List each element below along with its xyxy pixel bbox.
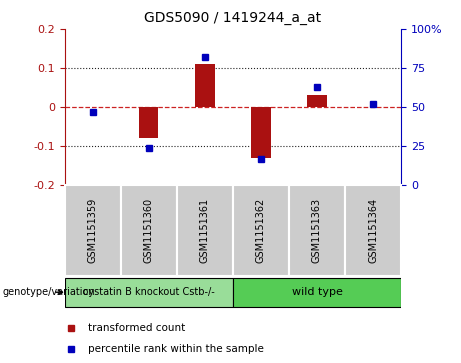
FancyBboxPatch shape [345, 185, 401, 276]
Text: GSM1151361: GSM1151361 [200, 198, 210, 263]
Bar [65, 277, 233, 307]
FancyBboxPatch shape [289, 185, 345, 276]
Bar [195, 64, 214, 107]
FancyBboxPatch shape [121, 185, 177, 276]
Text: wild type: wild type [291, 287, 343, 297]
Text: GSM1151362: GSM1151362 [256, 198, 266, 263]
Text: GSM1151364: GSM1151364 [368, 198, 378, 263]
Text: genotype/variation: genotype/variation [2, 287, 95, 297]
FancyBboxPatch shape [233, 185, 289, 276]
Bar [307, 95, 327, 107]
Bar [139, 107, 159, 138]
Bar [233, 277, 401, 307]
FancyBboxPatch shape [177, 185, 233, 276]
Text: GSM1151359: GSM1151359 [88, 198, 98, 263]
FancyBboxPatch shape [65, 185, 121, 276]
Text: GSM1151360: GSM1151360 [144, 198, 154, 263]
Text: percentile rank within the sample: percentile rank within the sample [88, 344, 264, 354]
Text: GSM1151363: GSM1151363 [312, 198, 322, 263]
Title: GDS5090 / 1419244_a_at: GDS5090 / 1419244_a_at [144, 11, 321, 25]
Bar [251, 107, 271, 158]
Text: cystatin B knockout Cstb-/-: cystatin B knockout Cstb-/- [83, 287, 214, 297]
Text: transformed count: transformed count [88, 323, 185, 333]
